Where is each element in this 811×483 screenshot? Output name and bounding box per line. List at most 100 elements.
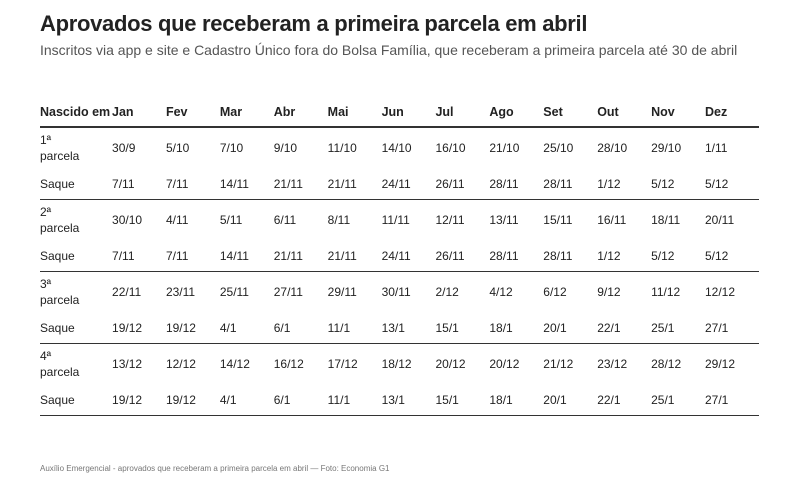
table-cell: 16/11 bbox=[597, 213, 627, 227]
table-cell: 4/1 bbox=[219, 384, 274, 416]
table-cell: 4/1 bbox=[219, 312, 274, 344]
table-cell: 5/11 bbox=[219, 213, 243, 227]
table-cell: 11/1 bbox=[327, 312, 382, 344]
table-cell: 7/11 bbox=[112, 168, 166, 200]
table-header-row: Nascido em Jan Fev Mar Abr Mai Jun Jul A… bbox=[40, 80, 759, 128]
table-cell: 23/11 bbox=[165, 285, 196, 299]
table-cell: 27/11 bbox=[273, 285, 303, 299]
table-cell: 4/11 bbox=[165, 213, 189, 227]
table-cell: 11/10 bbox=[327, 141, 357, 155]
table-row: Saque 7/11 7/11 14/11 21/11 21/11 24/11 26/11 28… bbox=[40, 240, 759, 272]
table-cell: 7/10 bbox=[219, 141, 244, 155]
table-cell: 11/12 bbox=[651, 285, 681, 299]
table-cell: 18/1 bbox=[489, 384, 544, 416]
table-cell: 30/11 bbox=[381, 285, 411, 299]
table-cell: 21/12 bbox=[543, 357, 574, 371]
table-cell: 28/10 bbox=[597, 141, 628, 155]
header-month: Jul bbox=[435, 80, 490, 128]
table-cell: 12/12 bbox=[165, 357, 196, 371]
table-cell: 20/12 bbox=[489, 357, 520, 371]
table-cell: 29/11 bbox=[327, 285, 357, 299]
table-cell: 18/11 bbox=[651, 213, 681, 227]
table-cell: 12/11 bbox=[435, 213, 465, 227]
table-cell: 18/12 bbox=[381, 357, 412, 371]
table-cell: 20/1 bbox=[543, 384, 598, 416]
table-cell: 16/10 bbox=[435, 141, 466, 155]
header-month: Set bbox=[543, 80, 598, 128]
page-title: Aprovados que receberam a primeira parce… bbox=[40, 11, 588, 36]
table-cell: 1/12 bbox=[597, 168, 652, 200]
table-cell: 14/11 bbox=[219, 240, 274, 272]
table-cell: 5/12 bbox=[705, 240, 759, 272]
table-cell: 20/12 bbox=[435, 357, 466, 371]
table-cell: 30/9 bbox=[112, 141, 136, 155]
table-cell: 6/1 bbox=[273, 312, 328, 344]
row-label-saque: Saque bbox=[40, 384, 113, 416]
row-label-parcela: 3ª parcela bbox=[40, 277, 80, 307]
table-cell: 27/1 bbox=[705, 384, 759, 416]
table-cell: 21/11 bbox=[273, 168, 328, 200]
table-cell: 6/11 bbox=[273, 213, 297, 227]
table-cell: 6/1 bbox=[273, 384, 328, 416]
table-cell: 21/10 bbox=[489, 141, 520, 155]
table-cell: 19/12 bbox=[165, 312, 220, 344]
header-month: Mar bbox=[219, 80, 274, 128]
header-month: Mai bbox=[327, 80, 382, 128]
row-label-parcela: 1ª parcela bbox=[40, 133, 80, 163]
table-row: 3ª parcela 22/11 23/11 25/11 27/11 29/11 30/11… bbox=[40, 272, 759, 313]
image-caption: Auxílio Emergencial - aprovados que rece… bbox=[40, 464, 390, 473]
payment-calendar-table: Nascido em Jan Fev Mar Abr Mai Jun Jul A… bbox=[40, 80, 759, 416]
row-label-saque: Saque bbox=[40, 312, 113, 344]
table-cell: 19/12 bbox=[165, 384, 220, 416]
table-cell: 28/11 bbox=[489, 240, 544, 272]
table-cell: 13/1 bbox=[381, 384, 436, 416]
table-cell: 20/11 bbox=[705, 213, 735, 227]
table-cell: 1/11 bbox=[705, 141, 728, 155]
table-cell: 22/11 bbox=[112, 285, 142, 299]
table-cell: 5/10 bbox=[165, 141, 190, 155]
table-cell: 9/10 bbox=[273, 141, 298, 155]
table-cell: 20/1 bbox=[543, 312, 598, 344]
table-cell: 7/11 bbox=[112, 240, 166, 272]
table-row: 1ª parcela 30/9 5/10 7/10 9/10 11/10 14/10 16/1… bbox=[40, 127, 759, 168]
table-cell: 14/11 bbox=[219, 168, 274, 200]
row-label-parcela: 2ª parcela bbox=[40, 205, 80, 235]
row-label-saque: Saque bbox=[40, 240, 113, 272]
header-month: Ago bbox=[489, 80, 544, 128]
table-cell: 13/11 bbox=[489, 213, 519, 227]
table-cell: 23/12 bbox=[597, 357, 628, 371]
table-cell: 1/12 bbox=[597, 240, 652, 272]
table-cell: 14/12 bbox=[219, 357, 250, 371]
table-cell: 2/12 bbox=[435, 285, 459, 299]
table-cell: 16/12 bbox=[273, 357, 304, 371]
header-month: Abr bbox=[273, 80, 328, 128]
table-cell: 24/11 bbox=[381, 240, 436, 272]
table-row: 2ª parcela 30/10 4/11 5/11 6/11 8/11 11/11 12/1… bbox=[40, 200, 759, 241]
table-cell: 28/12 bbox=[651, 357, 682, 371]
table-row: Saque 7/11 7/11 14/11 21/11 21/11 24/11 26/11 28… bbox=[40, 168, 759, 200]
table-body: 1ª parcela 30/9 5/10 7/10 9/10 11/10 14/10 16/1… bbox=[40, 127, 759, 416]
table-cell: 9/12 bbox=[597, 285, 621, 299]
table-cell: 15/11 bbox=[543, 213, 573, 227]
table-cell: 21/11 bbox=[273, 240, 328, 272]
row-label-parcela: 4ª parcela bbox=[40, 349, 80, 379]
table-cell: 25/1 bbox=[651, 312, 705, 344]
table-cell: 11/11 bbox=[381, 213, 410, 227]
table-cell: 22/1 bbox=[597, 312, 652, 344]
table-row: Saque 19/12 19/12 4/1 6/1 11/1 13/1 15/1 18/1 20/… bbox=[40, 312, 759, 344]
table-cell: 4/12 bbox=[489, 285, 513, 299]
header-month: Out bbox=[597, 80, 652, 128]
table-cell: 28/11 bbox=[489, 168, 544, 200]
table-cell: 19/12 bbox=[112, 384, 166, 416]
table-cell: 29/10 bbox=[651, 141, 682, 155]
table-cell: 6/12 bbox=[543, 285, 567, 299]
table-cell: 25/11 bbox=[219, 285, 249, 299]
table-cell: 12/12 bbox=[705, 285, 736, 299]
table-cell: 25/10 bbox=[543, 141, 574, 155]
table-cell: 8/11 bbox=[327, 213, 351, 227]
table-cell: 13/12 bbox=[112, 357, 143, 371]
table-cell: 22/1 bbox=[597, 384, 652, 416]
table-cell: 24/11 bbox=[381, 168, 436, 200]
table-cell: 28/11 bbox=[543, 168, 598, 200]
table-cell: 15/1 bbox=[435, 384, 490, 416]
